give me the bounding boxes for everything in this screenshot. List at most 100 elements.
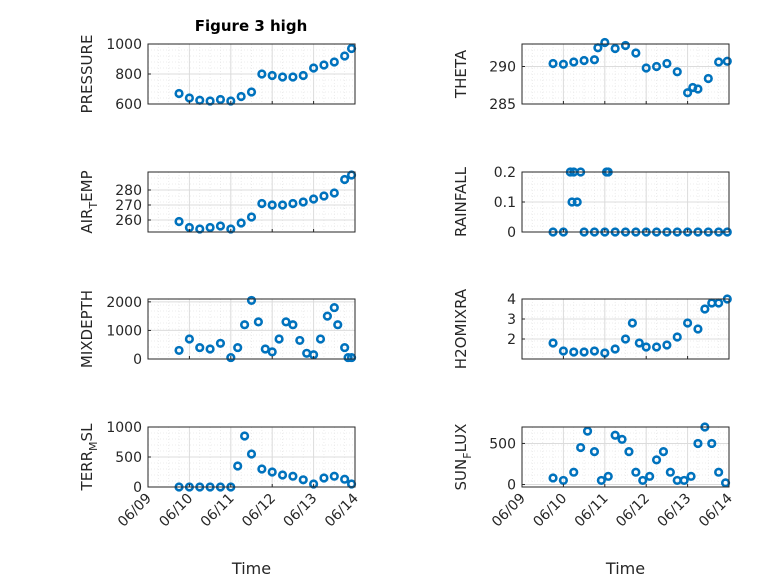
y-tick-label: 0 [507,225,516,241]
y-tick-label: 800 [115,67,142,83]
figure-title: Figure 3 high [195,17,308,35]
data-point [714,298,724,308]
data-point [589,346,600,356]
data-point [686,471,696,481]
data-point [579,347,589,357]
data-point [569,347,579,357]
data-point [267,200,277,210]
data-point [693,324,703,334]
data-point [298,197,308,207]
data-point [253,317,263,327]
data-point [184,334,194,344]
x-tick-label: 06/09 [115,491,155,531]
data-point [195,342,205,353]
data-point [233,342,243,353]
y-tick-label: 290 [489,60,516,76]
data-point [205,222,215,233]
data-point [700,304,710,314]
data-point [215,338,226,348]
data-point [610,43,620,54]
data-point [333,320,343,330]
data-point [651,61,662,72]
data-point [558,59,569,69]
data-point [620,334,631,344]
x-tick-label: 06/11 [198,491,238,531]
data-point [672,67,682,77]
subplot-1: 600 800 1000 PRESSURE [78,35,357,113]
y-tick-label: 285 [489,97,516,113]
data-point [658,447,669,457]
y-tick-label: 0.2 [494,165,516,181]
subplot-8: 0 500 06/09 06/10 06/11 06/12 06/13 06/14 SUNFLU… [452,422,736,578]
data-point [174,88,184,99]
y-tick-label: 1000 [106,323,142,339]
y-tick-label: 4 [507,292,516,308]
y-tick-label: 270 [115,198,142,214]
data-point [617,434,627,444]
data-point [682,88,693,98]
data-point [596,475,606,486]
data-point [682,318,693,328]
axes-border [147,171,356,233]
y-axis-label: THETA [452,49,470,99]
data-point [693,438,703,449]
data-point [340,174,350,185]
data-point [631,467,641,477]
data-point [665,467,675,477]
data-point [634,338,644,348]
data-point [627,318,638,328]
data-point [567,197,577,207]
data-point [579,55,589,66]
x-tick-label: 06/11 [572,491,612,531]
data-point [548,473,558,483]
data-point [319,191,329,201]
subplot-4: 0 0.1 0.2 RAINFALL [452,165,732,241]
data-point [340,474,350,484]
data-point [638,475,648,486]
data-point [343,352,353,363]
y-tick-label: 600 [115,97,142,113]
data-point [226,352,236,363]
y-axis-label: TERRMSL [78,423,100,492]
data-point [277,200,288,210]
data-point [174,345,184,356]
data-point [288,72,298,82]
data-point [215,94,226,105]
data-point [714,467,724,477]
x-tick-label: 06/09 [489,491,529,531]
data-point [298,70,308,81]
data-point [319,60,329,70]
x-tick-label: 06/13 [655,491,695,531]
subplot-6: 2 3 4 H2OMIXRA [452,288,732,369]
data-point [274,334,284,344]
data-point [641,342,651,352]
data-point [288,320,298,330]
x-tick-label: 06/12 [239,491,279,531]
data-point [651,342,662,352]
data-point [722,56,732,66]
data-point [174,216,184,227]
y-tick-label: 1000 [106,37,142,53]
data-point [548,338,558,348]
data-point [319,473,329,483]
data-point [246,87,257,97]
data-point [340,342,350,353]
data-point [558,346,569,356]
data-point [246,295,257,306]
data-point [277,72,288,82]
data-point [215,221,226,231]
data-point [240,320,250,330]
x-tick-label: 06/10 [156,491,196,531]
y-tick-label: 3 [507,312,516,328]
data-point [340,51,350,61]
data-point [295,335,305,346]
y-tick-label: 1000 [106,420,142,436]
y-tick-label: 500 [115,450,142,466]
data-point [703,73,713,84]
data-point [257,198,267,209]
data-point [288,471,298,481]
data-point [610,344,620,354]
data-point [277,470,288,480]
data-point [558,475,569,486]
